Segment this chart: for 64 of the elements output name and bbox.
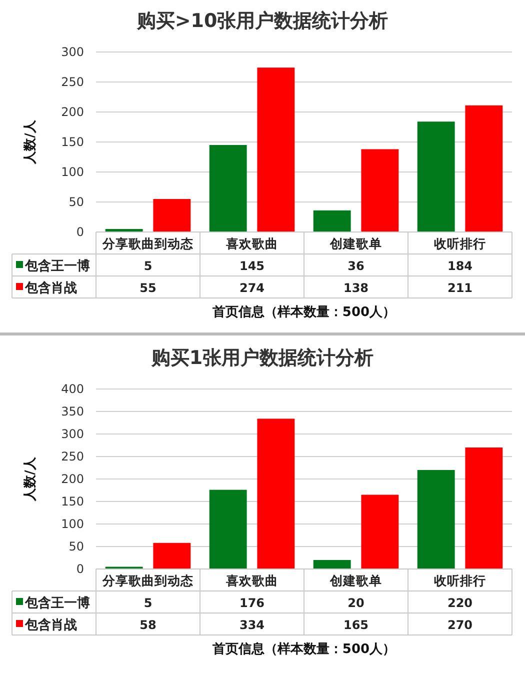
y-tick-label: 0 bbox=[76, 562, 84, 576]
y-tick-label: 150 bbox=[61, 494, 84, 508]
data-label: 274 bbox=[239, 281, 265, 295]
bar bbox=[361, 494, 399, 569]
x-tick-label: 喜欢歌曲 bbox=[225, 236, 278, 251]
legend-label: 包含王一博 bbox=[24, 258, 90, 274]
x-tick-label: 分享歌曲到动态 bbox=[102, 573, 194, 588]
y-axis-title: 人数/人 bbox=[23, 119, 38, 165]
data-label: 211 bbox=[447, 281, 473, 295]
y-tick-label: 300 bbox=[61, 45, 84, 59]
y-tick-label: 50 bbox=[68, 195, 84, 209]
bar bbox=[153, 199, 191, 232]
data-label: 165 bbox=[343, 618, 369, 632]
chart-title: 购买>10张用户数据统计分析 bbox=[136, 10, 388, 32]
bar bbox=[209, 145, 247, 232]
y-tick-label: 200 bbox=[61, 472, 84, 486]
legend-label: 包含肖战 bbox=[24, 280, 77, 296]
data-label: 145 bbox=[239, 259, 265, 273]
x-tick-label: 收听排行 bbox=[434, 573, 486, 588]
bar bbox=[417, 122, 455, 232]
y-tick-label: 100 bbox=[61, 165, 84, 179]
data-label: 334 bbox=[239, 618, 265, 632]
data-label: 220 bbox=[447, 596, 473, 610]
bar bbox=[209, 490, 247, 569]
y-tick-label: 400 bbox=[61, 382, 84, 396]
x-axis-title: 首页信息（样本数量：500人） bbox=[211, 304, 396, 320]
data-label: 5 bbox=[144, 259, 152, 273]
x-axis-title: 首页信息（样本数量：500人） bbox=[211, 641, 396, 657]
bar bbox=[153, 542, 191, 569]
legend-label: 包含王一博 bbox=[24, 595, 90, 611]
bar bbox=[465, 105, 503, 232]
x-tick-label: 收听排行 bbox=[434, 236, 486, 251]
bar bbox=[257, 418, 295, 569]
data-label: 36 bbox=[348, 259, 364, 273]
x-tick-label: 分享歌曲到动态 bbox=[102, 236, 194, 251]
bar bbox=[361, 149, 399, 232]
x-tick-label: 创建歌单 bbox=[329, 573, 382, 588]
y-tick-label: 50 bbox=[68, 540, 84, 554]
bar bbox=[417, 470, 455, 569]
y-tick-label: 300 bbox=[61, 427, 84, 441]
bar bbox=[257, 68, 295, 232]
y-tick-label: 150 bbox=[61, 135, 84, 149]
y-axis-title: 人数/人 bbox=[23, 456, 38, 502]
data-label: 176 bbox=[239, 596, 265, 610]
x-tick-label: 创建歌单 bbox=[329, 236, 382, 251]
y-tick-label: 200 bbox=[61, 105, 84, 119]
y-tick-label: 0 bbox=[76, 225, 84, 239]
y-tick-label: 250 bbox=[61, 450, 84, 464]
data-label: 184 bbox=[447, 259, 473, 273]
y-tick-label: 100 bbox=[61, 517, 84, 531]
data-label: 138 bbox=[343, 281, 369, 295]
data-label: 58 bbox=[140, 618, 156, 632]
legend-label: 包含肖战 bbox=[24, 617, 77, 633]
y-tick-label: 350 bbox=[61, 404, 84, 418]
x-tick-label: 喜欢歌曲 bbox=[225, 573, 278, 588]
data-label: 5 bbox=[144, 596, 152, 610]
chart-title: 购买1张用户数据统计分析 bbox=[150, 347, 374, 369]
data-label: 55 bbox=[140, 281, 156, 295]
data-label: 20 bbox=[348, 596, 364, 610]
bar bbox=[313, 560, 351, 569]
bar bbox=[313, 210, 351, 232]
bar bbox=[465, 448, 503, 569]
data-label: 270 bbox=[447, 618, 473, 632]
y-tick-label: 250 bbox=[61, 75, 84, 89]
